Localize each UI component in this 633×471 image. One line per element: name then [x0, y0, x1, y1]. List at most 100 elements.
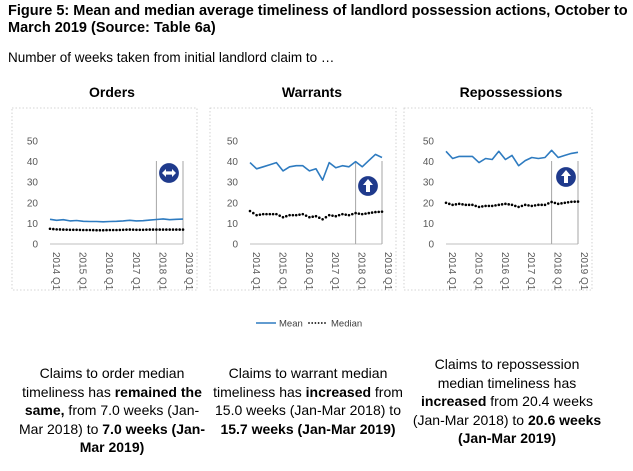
repossessions-median-dot-18	[566, 200, 570, 204]
repossessions-median-dot-6	[487, 204, 491, 208]
warrants-median-dot-1	[258, 213, 262, 216]
warrants-median-dot-12	[331, 214, 334, 217]
orders-median-point-20	[181, 228, 185, 231]
panel-title-warrants: Warrants	[281, 84, 343, 100]
orders-median-dot-6	[91, 228, 95, 232]
orders-median-point-4	[75, 228, 78, 232]
caption-repossessions-bold-1: increased	[421, 393, 487, 409]
orders-median-dot-9	[111, 228, 115, 232]
warrants-xtick-2017-q1: 2017 Q1	[329, 252, 340, 291]
legend-mean-label: Mean	[279, 319, 303, 330]
orders-median-point-16	[155, 228, 158, 231]
repossessions-median-point-15	[543, 203, 547, 207]
warrants-median-point-0	[248, 209, 252, 213]
orders-ytick-0: 0	[32, 240, 38, 251]
warrants-xtick-2014-q1: 2014 Q1	[250, 252, 261, 291]
figure-subtitle: Number of weeks taken from initial landl…	[8, 50, 335, 65]
orders-median-point-11	[121, 228, 125, 232]
repossessions-median-point-7	[490, 204, 494, 208]
orders-median-point-17	[161, 228, 165, 231]
orders-median-point-5	[81, 228, 85, 232]
repossessions-panel-frame	[403, 107, 593, 291]
repossessions-xtick-2017-q1: 2017 Q1	[525, 252, 536, 291]
warrants-xtick-2018-q1: 2018 Q1	[356, 252, 367, 291]
orders-xtick-2016-q1: 2016 Q1	[103, 252, 114, 291]
warrants-panel-frame	[209, 107, 397, 291]
repossessions-median-point-11	[517, 205, 520, 209]
warrants-median-point-4	[275, 212, 278, 216]
orders-median-dot-18	[171, 228, 175, 231]
orders-median-dot-19	[178, 228, 181, 231]
caption-repossessions-text-2: from 20.4 weeks (Jan-Mar 2018) to	[412, 393, 593, 428]
repossessions-median-dot-13	[533, 204, 537, 207]
legend-median-swatch-dot-1	[311, 322, 314, 324]
repossessions-median-point-20	[576, 200, 580, 203]
orders-median-point-2	[62, 228, 65, 231]
caption-warrants-text-2: from 15.0 weeks (Jan-Mar 2018) to	[215, 383, 403, 419]
repossessions-median-dot-16	[553, 201, 557, 205]
repossessions-median-point-18	[563, 201, 567, 205]
repossessions-median-point-10	[510, 203, 514, 207]
repossessions-median-dot-19	[573, 200, 576, 203]
caption-orders-bold-2: 7.0 weeks (Jan-Mar 2019)	[79, 420, 205, 456]
repossessions-median-point-1	[451, 203, 454, 207]
warrants-median-dot-7	[298, 213, 301, 216]
repossessions-median-point-0	[444, 201, 448, 205]
repossessions-median-dot-1	[454, 203, 458, 206]
warrants-median-point-18	[367, 211, 371, 215]
repossessions-mean-line	[445, 149, 579, 167]
orders-median-point-1	[55, 228, 58, 231]
orders-median-point-12	[128, 228, 132, 231]
legend-median-swatch-dot-3	[317, 322, 320, 324]
repossessions-median-point-4	[471, 203, 474, 207]
warrants-median-dot-0	[252, 211, 255, 215]
repossessions-median-dot-8	[500, 203, 504, 206]
repossessions-ytick-0: 0	[428, 240, 434, 251]
repossessions-median-dot-4	[474, 204, 478, 208]
caption-repossessions-text-1: Claims to repossession median timeliness…	[434, 356, 580, 391]
repossessions-median-dot-14	[540, 203, 543, 207]
warrants-median-point-19	[374, 210, 377, 214]
repossessions-median-point-2	[457, 202, 461, 206]
repossessions-median-dot-15	[547, 202, 550, 205]
orders-ytick-40: 40	[27, 157, 39, 168]
warrants-xtick-2019-q1: 2019 Q1	[382, 252, 393, 291]
warrants-median-point-9	[308, 215, 311, 219]
repossessions-median-point-8	[497, 203, 501, 207]
repossessions-median-dot-3	[467, 203, 471, 207]
orders-xtick-2019-q1: 2019 Q1	[183, 252, 194, 291]
repossessions-median-point-16	[550, 200, 553, 204]
repossessions-ytick-30: 30	[423, 178, 435, 189]
warrants-median-point-10	[314, 214, 318, 218]
repossessions-median-point-3	[464, 203, 468, 207]
repossessions-median-point-13	[530, 204, 534, 208]
warrants-median-dot-6	[291, 213, 295, 217]
repossessions-median-dot-9	[507, 203, 511, 206]
warrants-median-point-15	[347, 213, 351, 217]
warrants-marker-arrow-shape	[363, 179, 373, 192]
caption-warrants-text-1: Claims to warrant median timeliness has	[213, 365, 388, 400]
repossessions-median-point-14	[537, 203, 540, 207]
repossessions-ytick-40: 40	[423, 157, 435, 168]
caption-orders-text-2: from 7.0 weeks (Jan-Mar 2018) to	[19, 402, 200, 437]
orders-xtick-2014-q1: 2014 Q1	[50, 252, 61, 291]
warrants-median-point-12	[327, 213, 331, 217]
panel-title-orders: Orders	[89, 84, 135, 100]
caption-warrants-bold-1: increased	[305, 383, 372, 400]
repossessions-median-dot-5	[481, 205, 484, 208]
orders-xtick-2015-q1: 2015 Q1	[77, 252, 88, 291]
repossessions-median-dot-11	[520, 204, 524, 208]
repossessions-median-dot-2	[461, 203, 464, 206]
repossessions-median-point-12	[523, 203, 527, 207]
legend-median-swatch-dot-5	[324, 322, 326, 324]
orders-median-dot-7	[98, 228, 102, 232]
warrants-median-dot-18	[370, 211, 374, 214]
warrants-ytick-40: 40	[227, 157, 239, 168]
warrants-median-point-2	[261, 212, 265, 216]
orders-panel-frame	[11, 107, 198, 291]
orders-median-dot-4	[78, 228, 82, 232]
orders-median-point-15	[148, 228, 152, 231]
orders-median-point-3	[68, 228, 72, 232]
caption-repossessions: Claims to repossession median timeliness…	[412, 355, 602, 448]
repossessions-ytick-50: 50	[423, 137, 435, 148]
